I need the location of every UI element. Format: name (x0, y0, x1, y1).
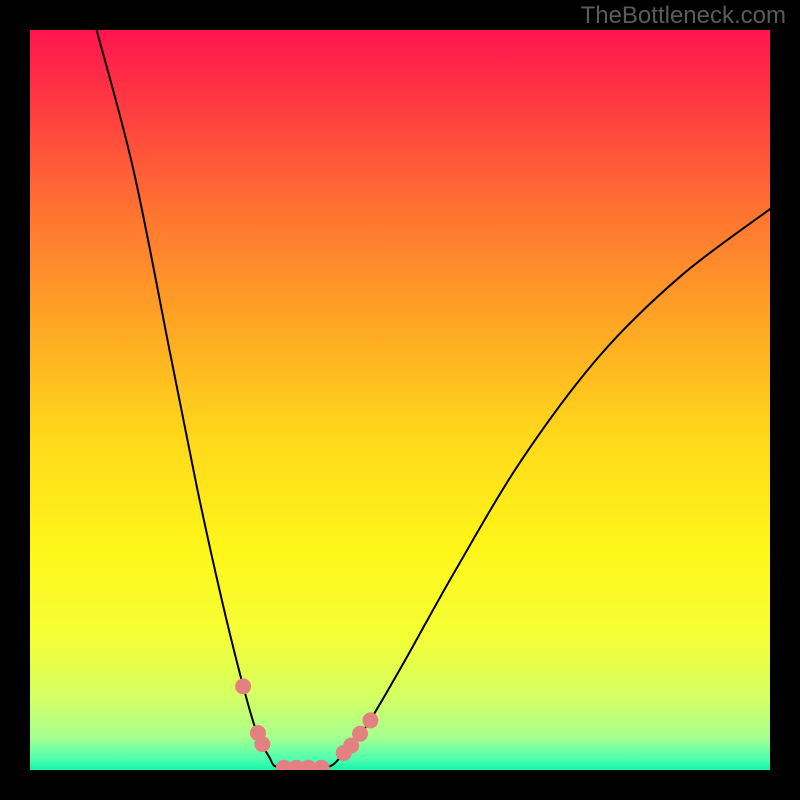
bottleneck-chart (30, 30, 770, 770)
gradient-background (30, 30, 770, 770)
data-marker (352, 726, 368, 742)
data-marker (362, 712, 378, 728)
data-marker (254, 736, 270, 752)
watermark-text: TheBottleneck.com (581, 2, 786, 30)
data-marker (235, 678, 251, 694)
